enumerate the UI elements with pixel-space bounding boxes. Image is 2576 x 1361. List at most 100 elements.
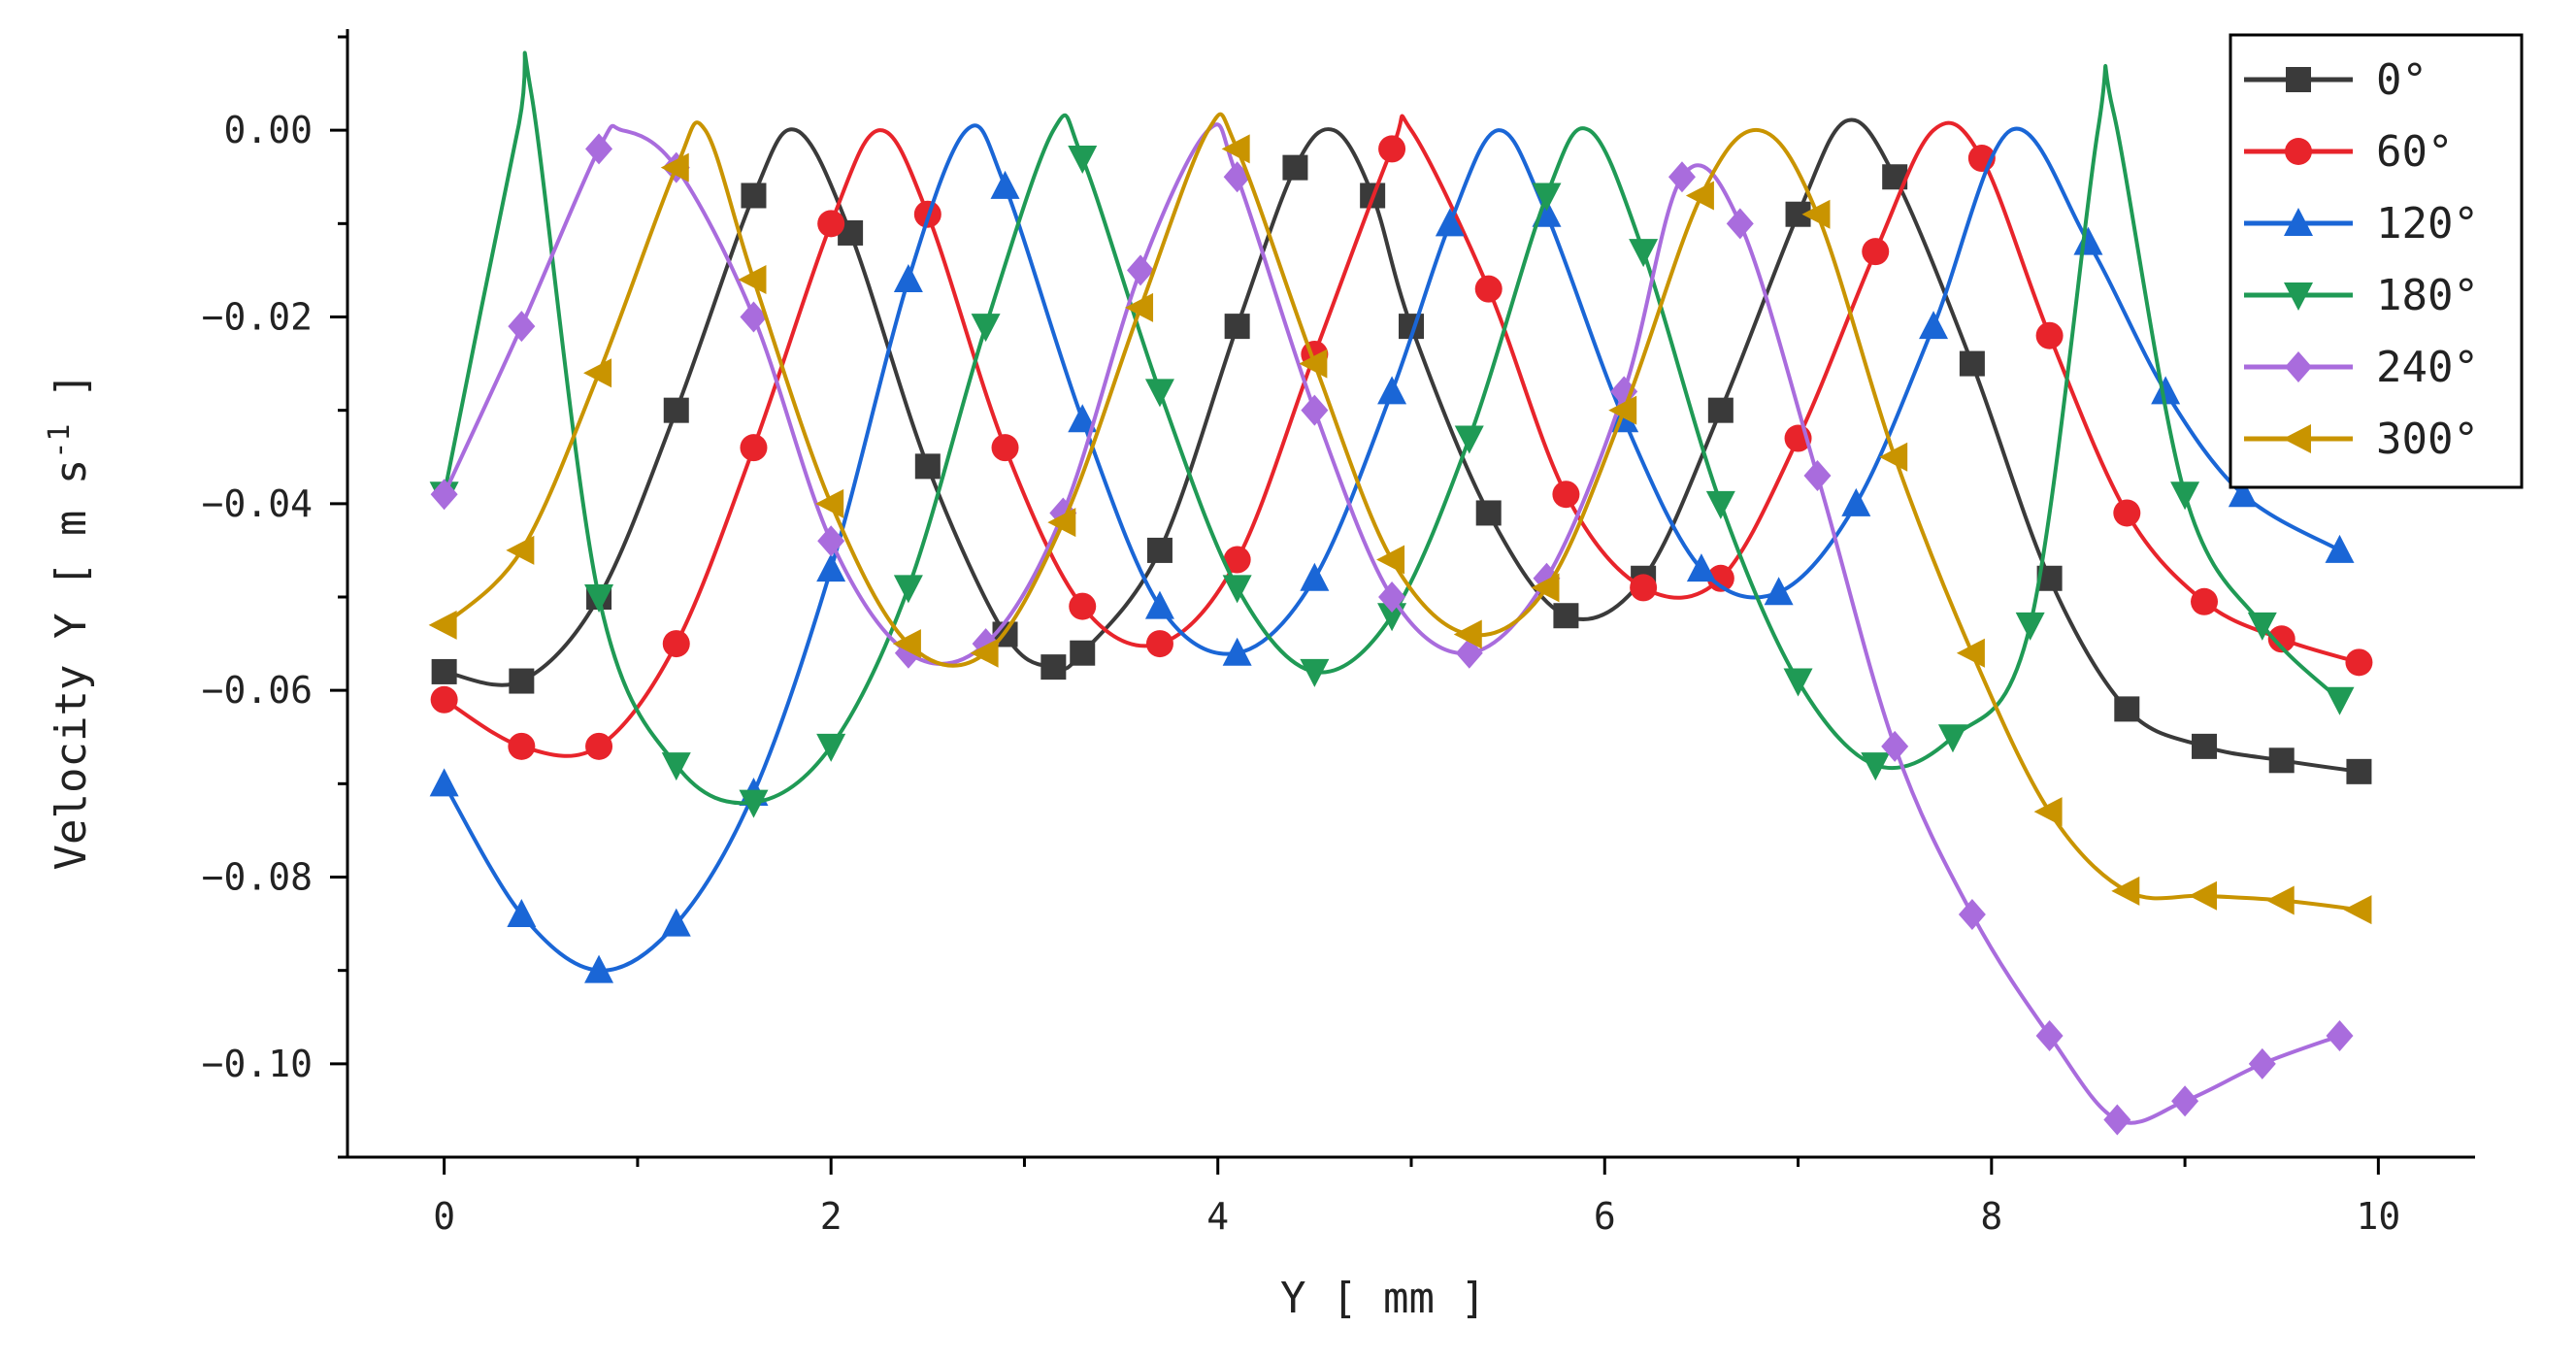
- x-tick-label: 6: [1594, 1195, 1616, 1238]
- series-group: [428, 50, 2373, 1136]
- data-point: [1801, 199, 1831, 229]
- data-point: [1282, 154, 1308, 181]
- legend-marker: [2286, 67, 2311, 92]
- data-point: [1300, 562, 1330, 591]
- data-point: [1040, 654, 1067, 680]
- data-point: [1301, 394, 1329, 426]
- data-point: [1435, 208, 1465, 237]
- x-tick-label: 4: [1206, 1195, 1229, 1238]
- data-point: [1629, 239, 1659, 268]
- data-point: [1068, 404, 1098, 433]
- data-point: [585, 732, 613, 760]
- data-point: [1475, 500, 1502, 526]
- x-tick-label: 0: [433, 1195, 455, 1238]
- data-point: [1862, 238, 1890, 266]
- data-point: [2170, 481, 2200, 511]
- data-point: [1454, 425, 1484, 454]
- legend-marker: [2285, 138, 2312, 165]
- data-point: [1474, 275, 1503, 303]
- axes: 0 2 4 6 8 10 0.00 −0.02 −0.04 −0.06 −0.08 −0.10: [202, 29, 2475, 1238]
- data-point: [2268, 747, 2295, 774]
- data-point: [893, 264, 923, 293]
- data-point: [739, 789, 769, 818]
- data-point: [2325, 686, 2355, 715]
- data-point: [1937, 724, 1967, 753]
- data-point: [1841, 487, 1871, 516]
- data-point: [2103, 1104, 2131, 1136]
- data-point: [2192, 733, 2218, 759]
- data-point: [1068, 146, 1098, 175]
- data-point: [1378, 135, 1406, 163]
- y-tick-label: 0.00: [223, 109, 313, 151]
- data-point: [970, 638, 999, 668]
- data-point: [1553, 603, 1579, 629]
- legend-marker: [2283, 424, 2311, 453]
- data-point: [2248, 1047, 2276, 1079]
- data-point: [1706, 564, 1734, 592]
- data-point: [991, 434, 1019, 462]
- data-point: [2035, 321, 2064, 349]
- data-point: [508, 311, 536, 343]
- series-3: [429, 50, 2355, 818]
- data-point: [817, 210, 845, 238]
- data-point: [2111, 876, 2140, 906]
- legend-item: 300°: [2244, 415, 2479, 464]
- legend-item: 240°: [2244, 343, 2479, 392]
- legend-item: 0°: [2244, 55, 2427, 105]
- x-tick-label: 8: [1980, 1195, 2002, 1238]
- data-point: [1453, 619, 1482, 649]
- legend-item: 60°: [2244, 127, 2453, 177]
- data-point: [1532, 183, 1562, 212]
- data-point: [816, 733, 846, 762]
- data-point: [1861, 752, 1891, 781]
- data-point: [506, 535, 535, 565]
- data-point: [1668, 161, 1696, 193]
- data-point: [507, 898, 537, 927]
- data-point: [430, 479, 458, 511]
- data-point: [817, 525, 845, 557]
- data-point: [1803, 459, 1832, 491]
- data-point: [663, 397, 689, 423]
- data-point: [2035, 1019, 2064, 1051]
- data-point: [584, 954, 614, 983]
- data-point: [1069, 592, 1097, 620]
- data-point: [1070, 640, 1096, 666]
- data-point: [2191, 587, 2219, 615]
- data-point: [1552, 481, 1580, 509]
- data-point: [661, 752, 691, 781]
- data-point: [893, 575, 923, 604]
- data-point: [1630, 574, 1658, 602]
- legend-label: 60°: [2376, 127, 2453, 177]
- series-1: [430, 114, 2373, 760]
- data-point: [1300, 658, 1330, 687]
- data-point: [430, 685, 458, 714]
- legend-marker: [2285, 351, 2312, 382]
- data-point: [2073, 226, 2103, 255]
- data-point: [662, 630, 690, 658]
- data-point: [1531, 573, 1560, 603]
- data-point: [1783, 668, 1813, 697]
- data-point: [971, 314, 1001, 343]
- y-tick-label: −0.04: [202, 482, 313, 525]
- y-tick-label: −0.10: [202, 1043, 313, 1085]
- x-tick-label: 10: [2356, 1195, 2400, 1238]
- data-point: [1608, 395, 1637, 425]
- data-point: [740, 301, 768, 333]
- data-point: [738, 265, 767, 295]
- data-point: [1378, 581, 1406, 613]
- data-point: [1144, 590, 1174, 619]
- data-point: [1959, 350, 1985, 377]
- data-point: [1222, 637, 1252, 666]
- data-point: [1685, 181, 1714, 211]
- data-point: [1376, 545, 1405, 575]
- data-point: [1958, 898, 1986, 930]
- data-point: [1125, 292, 1154, 322]
- legend-label: 120°: [2376, 199, 2479, 249]
- series-line: [442, 123, 2342, 973]
- data-point: [2326, 1019, 2354, 1051]
- series-0: [431, 117, 2372, 784]
- legend-label: 300°: [2376, 415, 2479, 464]
- data-point: [2189, 880, 2218, 911]
- data-point: [1919, 311, 1949, 340]
